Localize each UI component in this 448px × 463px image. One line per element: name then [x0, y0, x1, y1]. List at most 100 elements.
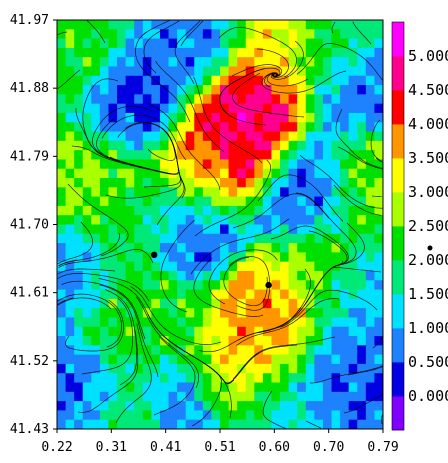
- heatmap-cell: [305, 243, 315, 253]
- heatmap-cell: [82, 57, 92, 68]
- heatmap-cell: [262, 205, 273, 216]
- heatmap-cell: [374, 261, 383, 272]
- heatmap-cell: [297, 270, 307, 281]
- colorbar-swatch: [392, 226, 404, 261]
- heatmap-cell: [65, 112, 75, 123]
- heatmap-cell: [228, 178, 238, 188]
- heatmap-cell: [245, 29, 255, 40]
- heatmap-cell: [57, 419, 67, 429]
- heatmap-cell: [57, 382, 67, 393]
- heatmap-cell: [280, 38, 290, 49]
- heatmap-cell: [374, 187, 383, 198]
- heatmap-cell: [125, 270, 135, 281]
- heatmap-cell: [357, 410, 367, 421]
- heatmap-cell: [271, 391, 281, 402]
- heatmap-cell: [357, 103, 367, 114]
- heatmap-cell: [357, 20, 367, 30]
- heatmap-cell: [331, 401, 341, 412]
- heatmap-cell: [271, 66, 281, 77]
- heatmap-cell: [142, 289, 152, 300]
- heatmap-cell: [134, 354, 144, 365]
- streamline: [262, 390, 287, 429]
- heatmap-cell: [348, 382, 358, 393]
- heatmap-cell: [142, 243, 152, 253]
- heatmap-cell: [374, 20, 383, 30]
- heatmap-cell: [108, 419, 118, 429]
- heatmap-cell: [151, 94, 161, 105]
- heatmap-cell: [134, 419, 144, 429]
- heatmap-cell: [74, 168, 84, 179]
- heatmap-cell: [117, 20, 127, 30]
- streamline: [299, 154, 383, 209]
- heatmap-cell: [177, 85, 187, 95]
- heatmap-cell: [194, 205, 204, 216]
- heatmap-cell: [74, 29, 84, 40]
- heatmap-cell: [117, 298, 127, 309]
- heatmap-cell: [134, 252, 144, 263]
- heatmap-cell: [228, 224, 238, 235]
- heatmap-cell: [142, 326, 152, 337]
- heatmap-cell: [297, 419, 307, 429]
- heatmap-cell: [297, 215, 307, 226]
- heatmap-cell: [245, 178, 255, 188]
- heatmap-cell: [322, 205, 333, 216]
- heatmap-cell: [177, 308, 187, 319]
- heatmap-cell: [142, 103, 152, 114]
- heatmap-cell: [134, 373, 144, 384]
- heatmap-cell: [297, 261, 307, 272]
- heatmap-cell: [159, 243, 170, 253]
- heatmap-cell: [202, 150, 213, 161]
- heatmap-cell: [168, 205, 178, 216]
- heatmap-cell: [314, 270, 324, 281]
- heatmap-cell: [91, 122, 101, 133]
- streamline: [295, 192, 357, 267]
- heatmap-cell: [57, 326, 67, 337]
- heatmap-cell: [348, 391, 358, 402]
- heatmap-cell: [185, 38, 195, 49]
- heatmap-cell: [365, 345, 376, 356]
- heatmap-cell: [322, 298, 333, 309]
- heatmap-cell: [91, 140, 101, 151]
- heatmap-cell: [82, 131, 92, 142]
- heatmap-cell: [340, 419, 350, 429]
- heatmap-cell: [245, 57, 255, 68]
- heatmap-cell: [322, 196, 333, 207]
- heatmap-cell: [159, 308, 170, 319]
- heatmap-cell: [245, 363, 255, 374]
- heatmap-cell: [91, 75, 101, 86]
- heatmap-cell: [322, 391, 333, 402]
- streamline: [61, 280, 146, 340]
- heatmap-cell: [99, 224, 110, 235]
- heatmap-cell: [331, 159, 341, 170]
- heatmap-cell: [117, 159, 127, 170]
- heatmap-cell: [374, 336, 383, 346]
- heatmap-cell: [297, 20, 307, 30]
- heatmap-cell: [142, 122, 152, 133]
- heatmap-cell: [159, 122, 170, 133]
- heatmap-cell: [271, 243, 281, 253]
- heatmap-cell: [365, 29, 376, 40]
- heatmap-cell: [288, 233, 298, 244]
- heatmap-cell: [91, 373, 101, 384]
- heatmap-cell: [99, 363, 110, 374]
- heatmap-cell: [305, 168, 315, 179]
- heatmap-cell: [254, 57, 264, 68]
- heatmap-cell: [177, 280, 187, 291]
- heatmap-cell: [194, 270, 204, 281]
- heatmap-cell: [271, 75, 281, 86]
- heatmap-cell: [262, 401, 273, 412]
- heatmap-cell: [65, 308, 75, 319]
- heatmap-cell: [99, 75, 110, 86]
- heatmap-cell: [194, 122, 204, 133]
- heatmap-cell: [65, 410, 75, 421]
- heatmap-cell: [151, 233, 161, 244]
- heatmap-cell: [91, 326, 101, 337]
- heatmap-cell: [65, 159, 75, 170]
- heatmap-cell: [322, 66, 333, 77]
- heatmap-cell: [202, 215, 213, 226]
- heatmap-cell: [91, 103, 101, 114]
- heatmap-cell: [271, 29, 281, 40]
- heatmap-cell: [348, 20, 358, 30]
- heatmap-cell: [288, 178, 298, 188]
- heatmap-cell: [245, 140, 255, 151]
